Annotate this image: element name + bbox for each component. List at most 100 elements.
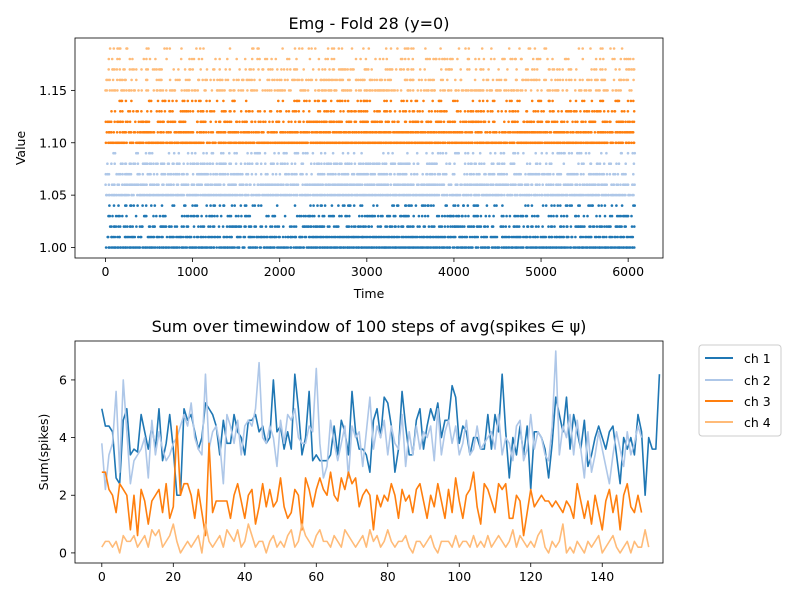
scatter-point — [149, 162, 153, 165]
scatter-point — [252, 47, 255, 50]
scatter-point — [393, 162, 397, 165]
scatter-point — [500, 141, 503, 145]
scatter-point — [400, 162, 404, 165]
scatter-point — [443, 193, 447, 197]
scatter-point — [400, 68, 403, 71]
scatter-point — [264, 162, 267, 165]
scatter-point — [249, 183, 252, 186]
scatter-point — [211, 131, 215, 134]
scatter-point — [189, 214, 193, 218]
scatter-point — [139, 235, 143, 239]
scatter-point — [529, 78, 533, 82]
scatter-point — [487, 246, 491, 249]
scatter-point — [565, 89, 569, 92]
scatter-point — [243, 162, 247, 165]
scatter-point — [552, 68, 556, 71]
scatter-point — [463, 225, 466, 228]
scatter-point — [574, 89, 577, 92]
scatter-point — [530, 204, 534, 207]
scatter-point — [423, 225, 427, 228]
scatter-point — [559, 183, 562, 186]
scatter-point — [387, 120, 391, 124]
scatter-point — [562, 162, 566, 165]
scatter-point — [192, 57, 196, 61]
scatter-point — [341, 151, 345, 155]
scatter-point — [287, 172, 291, 176]
scatter-point — [258, 193, 262, 197]
scatter-point — [471, 110, 475, 113]
scatter-point — [160, 78, 163, 82]
scatter-point — [286, 68, 289, 71]
scatter-point — [346, 68, 350, 71]
scatter-point — [461, 235, 464, 239]
scatter-point — [441, 151, 445, 155]
scatter-point — [620, 78, 623, 82]
scatter-point — [149, 172, 152, 176]
scatter-point — [354, 120, 358, 124]
scatter-point — [186, 235, 189, 239]
scatter-point — [464, 151, 467, 155]
scatter-point — [267, 68, 270, 71]
scatter-point — [587, 131, 590, 134]
scatter-point — [443, 57, 447, 61]
scatter-point — [388, 214, 392, 218]
scatter-point — [503, 57, 506, 61]
scatter-point — [449, 225, 452, 228]
scatter-point — [525, 162, 529, 165]
scatter-point — [210, 183, 214, 186]
scatter-point — [314, 47, 317, 50]
scatter-point — [548, 235, 551, 239]
scatter-point — [466, 68, 469, 71]
scatter-point — [371, 214, 375, 218]
scatter-point — [385, 57, 389, 61]
scatter-point — [126, 225, 129, 228]
scatter-point — [470, 172, 473, 176]
scatter-point — [464, 47, 467, 50]
scatter-point — [344, 68, 347, 71]
scatter-point — [626, 99, 630, 103]
scatter-point — [431, 172, 434, 176]
scatter-point — [565, 78, 568, 82]
scatter-point — [244, 204, 248, 207]
scatter-point — [528, 47, 532, 50]
legend: ch 1 ch 2 ch 3 ch 4 — [698, 344, 782, 437]
scatter-point — [345, 131, 348, 134]
scatter-point — [375, 246, 379, 249]
scatter-point — [589, 47, 592, 50]
scatter-point — [319, 131, 323, 134]
scatter-point — [395, 246, 399, 249]
scatter-point — [139, 131, 143, 134]
scatter-point — [183, 120, 187, 124]
scatter-point — [225, 225, 229, 228]
scatter-point — [333, 78, 337, 82]
scatter-point — [514, 172, 518, 176]
scatter-point — [388, 235, 391, 239]
scatter-point — [224, 131, 227, 134]
scatter-point — [241, 193, 244, 197]
scatter-point — [603, 214, 607, 218]
scatter-point — [473, 141, 477, 145]
scatter-point — [228, 47, 232, 50]
scatter-point — [582, 214, 586, 218]
bottom-chart: Sum over timewindow of 100 steps of avg(… — [36, 317, 664, 584]
scatter-point — [269, 110, 273, 113]
scatter-point — [489, 110, 492, 113]
scatter-point — [626, 235, 630, 239]
scatter-point — [583, 225, 586, 228]
scatter-point — [317, 89, 321, 92]
scatter-point — [605, 172, 609, 176]
scatter-point — [384, 47, 388, 50]
scatter-point — [128, 57, 132, 61]
scatter-point — [422, 89, 426, 92]
scatter-point — [251, 110, 254, 113]
scatter-point — [282, 183, 285, 186]
scatter-point — [135, 78, 138, 82]
scatter-point — [323, 151, 327, 155]
scatter-point — [348, 131, 352, 134]
scatter-point — [482, 78, 485, 82]
scatter-point — [155, 110, 159, 113]
scatter-point — [486, 183, 490, 186]
scatter-point — [209, 162, 212, 165]
scatter-point — [544, 162, 548, 165]
scatter-point — [389, 78, 393, 82]
